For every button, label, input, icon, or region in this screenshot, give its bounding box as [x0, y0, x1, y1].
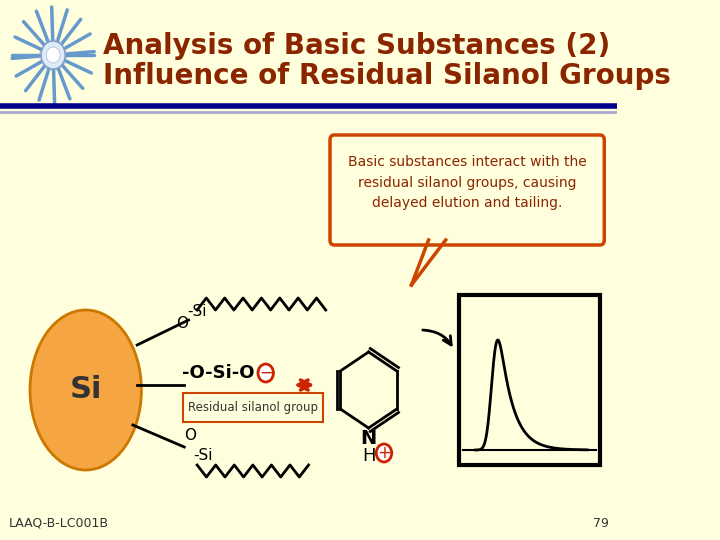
FancyBboxPatch shape [0, 0, 617, 110]
Text: -Si: -Si [187, 305, 207, 320]
Text: +: + [377, 444, 391, 462]
Text: Influence of Residual Silanol Groups: Influence of Residual Silanol Groups [103, 62, 671, 90]
Text: -Si: -Si [193, 449, 212, 463]
Text: -O-Si-O: -O-Si-O [181, 364, 254, 382]
FancyBboxPatch shape [330, 135, 604, 245]
Text: O: O [176, 316, 188, 331]
Text: 79: 79 [593, 517, 608, 530]
Circle shape [41, 41, 65, 69]
Text: −: − [258, 364, 273, 382]
Text: Si: Si [69, 375, 102, 404]
Text: Basic substances interact with the
residual silanol groups, causing
delayed elut: Basic substances interact with the resid… [348, 155, 587, 210]
Circle shape [46, 47, 60, 63]
Text: Residual silanol group: Residual silanol group [188, 401, 318, 414]
Text: LAAQ-B-LC001B: LAAQ-B-LC001B [9, 517, 109, 530]
Text: O: O [184, 428, 197, 443]
Circle shape [258, 364, 274, 382]
Circle shape [377, 444, 392, 462]
Polygon shape [411, 240, 446, 285]
FancyBboxPatch shape [459, 295, 600, 465]
FancyBboxPatch shape [183, 393, 323, 422]
Text: H: H [362, 447, 375, 465]
Text: Analysis of Basic Substances (2): Analysis of Basic Substances (2) [103, 32, 610, 60]
Ellipse shape [30, 310, 141, 470]
Text: N: N [361, 429, 377, 448]
